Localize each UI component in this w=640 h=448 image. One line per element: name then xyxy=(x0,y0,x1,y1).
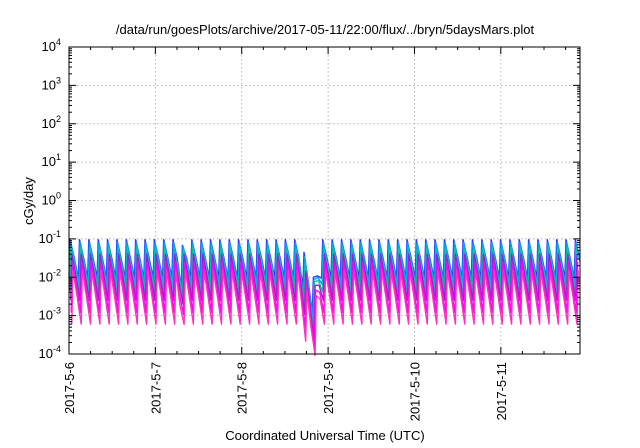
y-tick-label: 101 xyxy=(42,152,61,169)
x-tick-label: 2017-5-8 xyxy=(235,362,250,414)
series-line-6 xyxy=(71,269,579,356)
y-tick-label: 102 xyxy=(42,114,61,131)
x-tick-label: 2017-5-11 xyxy=(494,362,509,420)
y-tick-label: 100 xyxy=(42,191,61,208)
y-tick-label: 10-4 xyxy=(39,344,61,361)
x-axis-label: Coordinated Universal Time (UTC) xyxy=(225,428,424,443)
x-tick-label: 2017-5-9 xyxy=(321,362,336,414)
x-tick-label: 2017-5-10 xyxy=(407,362,422,421)
series-line-5 xyxy=(70,261,579,348)
y-axis-label: cGy/day xyxy=(21,177,36,225)
y-tick-label: 104 xyxy=(42,37,61,54)
y-tick-label: 10-3 xyxy=(39,306,61,323)
series-line-4 xyxy=(70,253,578,339)
y-tick-labels: 10-4 10-3 10-2 10-1 100 101 102 103 104 xyxy=(39,37,61,361)
y-tick-label: 103 xyxy=(42,75,61,92)
x-tick-labels: 2017-5-6 2017-5-7 2017-5-8 2017-5-9 2017-5-1… xyxy=(62,362,509,421)
chart-title: /data/run/goesPlots/archive/2017-05-11/2… xyxy=(116,22,535,37)
x-tick-label: 2017-5-7 xyxy=(148,362,163,414)
y-tick-label: 10-2 xyxy=(39,267,61,284)
series-layer xyxy=(68,238,581,356)
ticks xyxy=(68,46,580,355)
y-tick-label: 10-1 xyxy=(39,229,61,246)
x-tick-label: 2017-5-6 xyxy=(62,362,77,414)
